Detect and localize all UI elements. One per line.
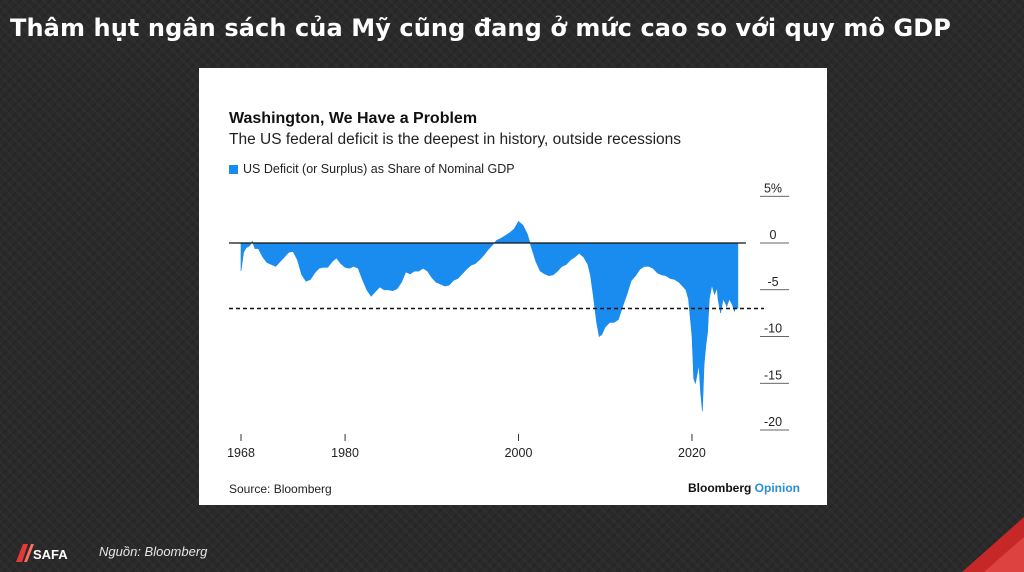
bloomberg-opinion-logo: Bloomberg Opinion bbox=[688, 481, 800, 495]
brand-main: Bloomberg bbox=[687, 481, 752, 495]
legend-label: US Deficit (or Surplus) as Share of Nomi… bbox=[243, 162, 515, 176]
brand-accent: Opinion bbox=[754, 481, 800, 495]
x-tick-label: 2000 bbox=[505, 446, 533, 460]
chart-source: Source: Bloomberg bbox=[229, 482, 332, 496]
chart-legend: US Deficit (or Surplus) as Share of Nomi… bbox=[229, 162, 515, 176]
x-tick-label: 1980 bbox=[331, 446, 359, 460]
y-tick-label: -5 bbox=[767, 275, 778, 289]
deficit-area bbox=[240, 221, 739, 412]
safa-logo: SAFA bbox=[16, 544, 68, 562]
y-tick-label: -20 bbox=[764, 415, 782, 429]
chart-card: Washington, We Have a Problem The US fed… bbox=[199, 68, 827, 505]
x-tick-label: 1968 bbox=[227, 446, 255, 460]
y-tick-label: 0 bbox=[770, 228, 777, 242]
chart-plot: 5% 0 -5 -10 -15 -20 1968 1980 2000 2020 bbox=[227, 181, 789, 460]
y-tick-label: -15 bbox=[764, 368, 782, 382]
chart-subtitle: The US federal deficit is the deepest in… bbox=[229, 131, 682, 148]
chart-title: Washington, We Have a Problem bbox=[229, 110, 478, 127]
y-tick-label: -10 bbox=[764, 322, 782, 336]
x-tick-label: 2020 bbox=[678, 446, 706, 460]
y-tick-label: 5% bbox=[764, 181, 782, 195]
legend-swatch-icon bbox=[229, 164, 238, 174]
svg-text:SAFA: SAFA bbox=[33, 547, 68, 562]
corner-decoration bbox=[962, 517, 1024, 572]
source-footnote: Nguồn: Bloomberg bbox=[99, 544, 208, 559]
slide-title: Thâm hụt ngân sách của Mỹ cũng đang ở mứ… bbox=[10, 14, 951, 42]
